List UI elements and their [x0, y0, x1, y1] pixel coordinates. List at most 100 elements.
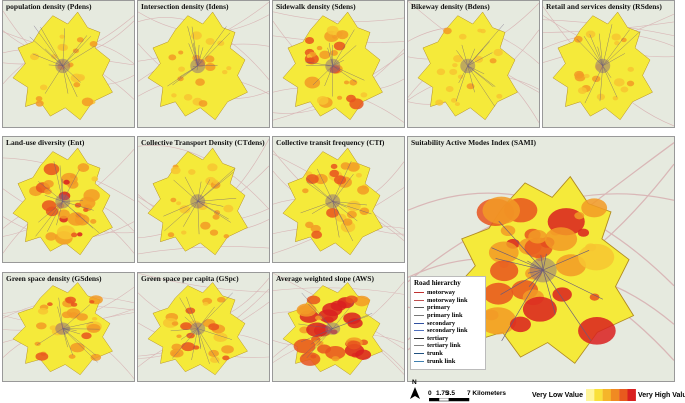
- road: [58, 297, 63, 329]
- zone: [322, 302, 343, 317]
- zone: [176, 201, 182, 206]
- zone: [355, 172, 362, 178]
- road: [317, 168, 333, 202]
- zone: [611, 33, 621, 41]
- road: [62, 328, 98, 363]
- road: [38, 181, 63, 202]
- road: [542, 269, 556, 315]
- zone: [73, 82, 81, 88]
- road: [324, 319, 333, 329]
- road: [300, 201, 333, 214]
- legend-item: trunk link: [414, 357, 485, 365]
- road: [173, 179, 198, 202]
- road: [583, 36, 603, 66]
- legend-swatch: [414, 330, 424, 332]
- map-panel: Green space per capita (GSpc): [137, 272, 270, 382]
- zone: [346, 210, 357, 219]
- region: [12, 11, 113, 121]
- road: [196, 65, 198, 71]
- zone: [57, 209, 70, 219]
- map: [138, 273, 269, 376]
- legend-swatch: [414, 299, 424, 301]
- zone: [552, 287, 572, 302]
- zone: [544, 227, 578, 251]
- map-panel: Land-use diversity (Ent): [2, 136, 135, 263]
- zone: [316, 45, 323, 51]
- zone: [304, 36, 315, 44]
- ramp-step: [602, 389, 611, 401]
- ramp-high: Very High Value: [638, 392, 685, 399]
- zone: [217, 40, 225, 46]
- road: [32, 53, 63, 67]
- road: [29, 36, 63, 67]
- zone: [76, 37, 84, 43]
- zone: [91, 176, 99, 182]
- scale-seg: [429, 398, 440, 402]
- road: [44, 195, 63, 202]
- zone: [86, 323, 101, 333]
- region: [452, 175, 635, 364]
- zone: [37, 307, 49, 315]
- road: [318, 323, 333, 329]
- road: [594, 57, 603, 67]
- road: [197, 201, 231, 223]
- legend-item: motorway: [414, 289, 485, 297]
- road: [602, 65, 618, 98]
- scale-seg: [448, 398, 470, 402]
- zone: [452, 63, 458, 68]
- zone: [349, 79, 358, 86]
- road: [467, 65, 475, 93]
- road: [40, 27, 63, 66]
- road: [197, 201, 229, 220]
- road: [33, 25, 63, 66]
- legend-title: Road hierarchy: [414, 279, 461, 287]
- zone: [357, 185, 370, 195]
- map-panel: Green space density (GSdens): [2, 272, 135, 382]
- zone: [306, 322, 329, 337]
- road: [501, 269, 544, 341]
- road: [62, 65, 81, 83]
- region: [282, 282, 383, 376]
- zone: [333, 175, 347, 185]
- base-road: [138, 246, 269, 255]
- north-label: N: [412, 379, 417, 386]
- zone: [223, 204, 234, 213]
- road: [62, 328, 68, 348]
- road: [197, 328, 201, 348]
- road: [467, 52, 493, 67]
- zone: [35, 322, 47, 330]
- zone: [310, 52, 317, 57]
- base-road: [273, 287, 404, 295]
- zone: [450, 98, 458, 103]
- road: [44, 48, 63, 67]
- zone: [83, 189, 100, 202]
- legend-item: trunk: [414, 350, 485, 358]
- road: [542, 269, 592, 341]
- zone: [43, 163, 60, 176]
- zone: [353, 295, 370, 307]
- road: [602, 29, 630, 66]
- road: [597, 46, 603, 66]
- road: [310, 328, 333, 345]
- road: [498, 220, 544, 271]
- road: [332, 301, 355, 329]
- zone: [91, 316, 98, 321]
- zone: [343, 80, 350, 85]
- road: [332, 174, 354, 202]
- map: [3, 282, 134, 379]
- road: [332, 161, 352, 202]
- road: [186, 296, 198, 329]
- road: [192, 65, 198, 67]
- zone: [306, 295, 321, 305]
- road: [62, 36, 91, 67]
- zone: [204, 55, 215, 63]
- zone: [480, 28, 486, 34]
- region: [147, 11, 248, 121]
- road: [197, 201, 224, 207]
- panel-title: Intersection density (Idens): [141, 2, 229, 11]
- zone: [39, 84, 48, 91]
- zone: [181, 230, 187, 235]
- zone: [195, 78, 205, 86]
- zone: [458, 33, 467, 40]
